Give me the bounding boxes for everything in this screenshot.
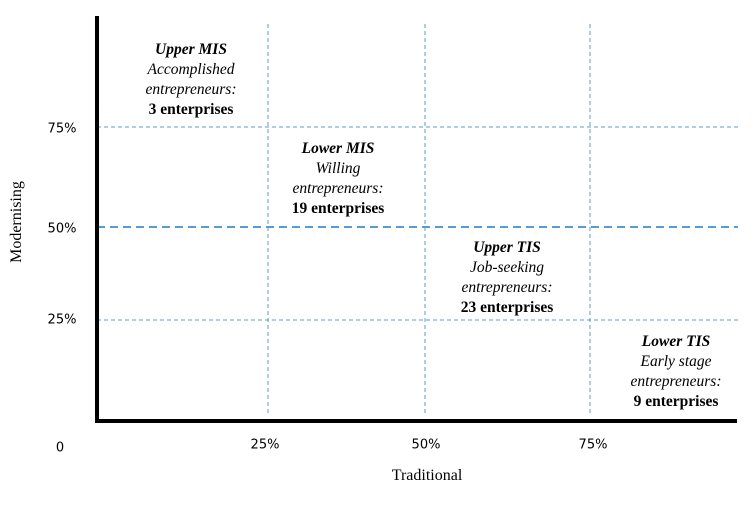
quadrant-title: Lower TIS	[641, 333, 711, 350]
y-tick-25: 25%	[47, 312, 77, 328]
quadrant-description: Willing	[315, 160, 361, 177]
x-tick-50: 50%	[411, 437, 441, 453]
quadrant-description: entrepreneurs:	[292, 180, 384, 197]
quadrant-description: Early stage	[640, 353, 712, 370]
y-tick-75: 75%	[47, 121, 77, 137]
quadrant-title: Upper TIS	[473, 239, 541, 256]
origin-label: 0	[55, 440, 65, 456]
quadrant-count: 19 enterprises	[291, 200, 385, 217]
quadrant-description: entrepreneurs:	[145, 81, 237, 98]
quadrant-count: 9 enterprises	[633, 393, 719, 410]
grid-lines	[97, 24, 738, 416]
quadrant-description: Accomplished	[147, 61, 235, 78]
x-axis-title: Traditional	[391, 467, 463, 484]
y-axis-title: Modernising	[8, 181, 25, 263]
x-tick-75: 75%	[578, 437, 608, 453]
y-tick-50: 50%	[47, 221, 77, 237]
quadrant-title: Lower MIS	[301, 140, 375, 157]
quadrant-description: Job-seeking	[469, 259, 545, 276]
quadrant-description: entrepreneurs:	[630, 373, 722, 390]
x-tick-25: 25%	[250, 437, 280, 453]
quadrant-upper-mis: Upper MIS Accomplished entrepreneurs: 3 …	[91, 40, 291, 120]
quadrant-lower-mis: Lower MIS Willing entrepreneurs: 19 ente…	[238, 139, 438, 219]
quadrant-lower-tis: Lower TIS Early stage entrepreneurs: 9 e…	[576, 332, 753, 412]
quadrant-title: Upper MIS	[155, 41, 227, 58]
quadrant-upper-tis: Upper TIS Job-seeking entrepreneurs: 23 …	[407, 238, 607, 318]
quadrant-description: entrepreneurs:	[461, 279, 553, 296]
quadrant-count: 3 enterprises	[148, 101, 234, 118]
quadrant-count: 23 enterprises	[460, 299, 554, 316]
